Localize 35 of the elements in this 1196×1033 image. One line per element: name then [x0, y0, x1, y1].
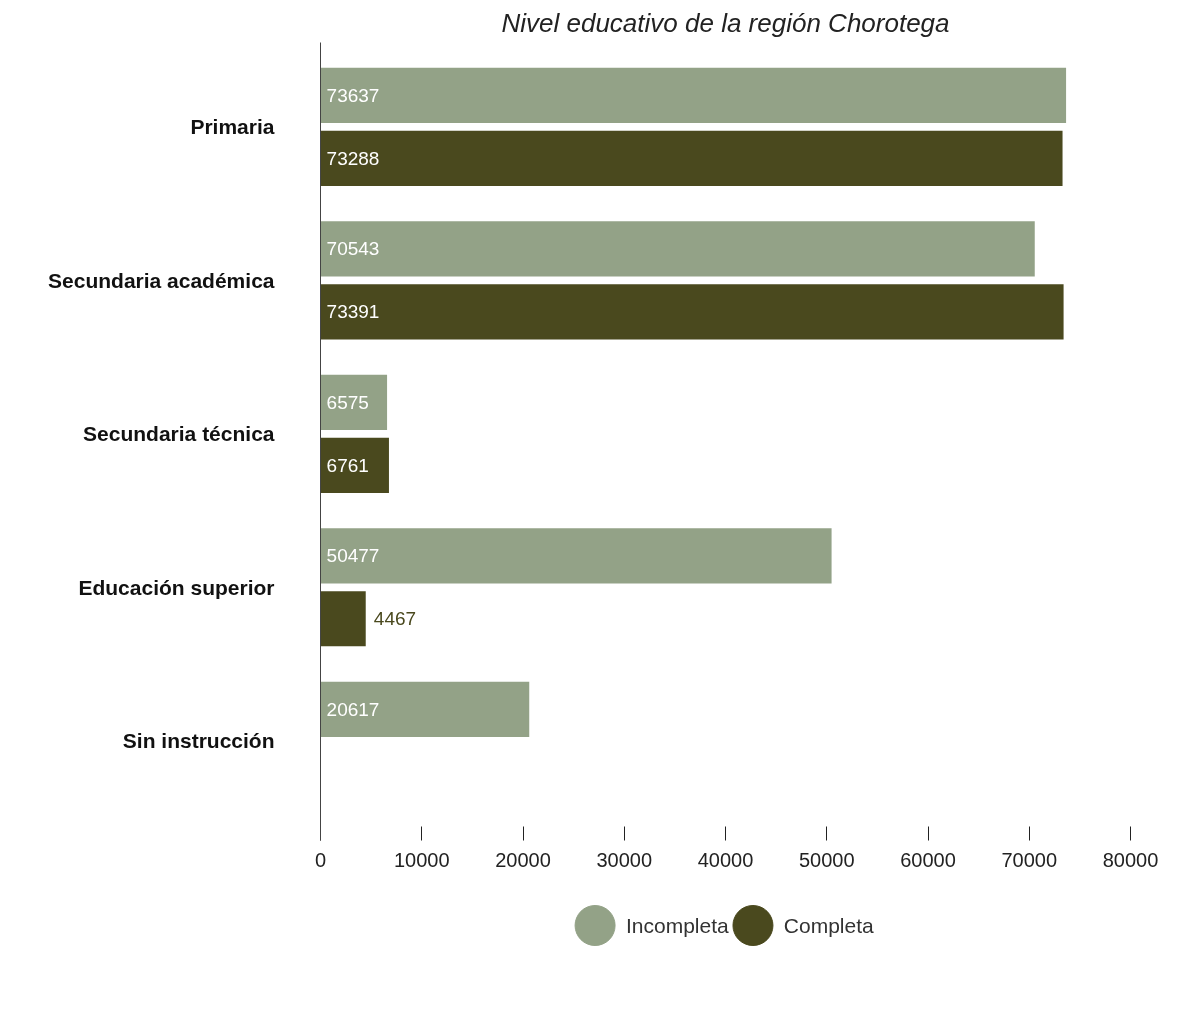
y-tick-label: Sin instrucción — [122, 729, 275, 753]
data-label: 50477 — [326, 545, 380, 567]
legend-label: Incompleta — [625, 914, 730, 937]
x-tick-label: 30000 — [596, 848, 653, 871]
data-label: 6575 — [326, 391, 369, 413]
y-tick-label: Primaria — [190, 115, 275, 139]
x-tick-label: 0 — [314, 848, 327, 871]
chart-title: Nivel educativo de la región Chorotega — [501, 7, 950, 38]
y-tick-label: Secundaria académica — [48, 268, 275, 292]
data-label: 73637 — [326, 84, 380, 106]
bar — [320, 437, 389, 493]
bar — [320, 221, 1035, 277]
x-tick-label: 50000 — [798, 848, 855, 871]
bar — [320, 67, 1067, 124]
data-label: 6761 — [326, 454, 369, 476]
bar — [320, 374, 388, 430]
x-tick-label: 80000 — [1102, 848, 1159, 871]
y-tick-label: Educación superior — [78, 575, 275, 599]
data-label: 73288 — [326, 147, 380, 169]
x-tick-label: 70000 — [1001, 848, 1058, 871]
bar — [320, 284, 1064, 340]
x-tick-label: 10000 — [393, 848, 450, 871]
bar — [320, 681, 530, 737]
legend-label: Completa — [783, 914, 875, 937]
x-tick-label: 60000 — [900, 848, 956, 871]
data-label: 70543 — [326, 238, 380, 260]
bar — [320, 528, 832, 584]
data-label: 73391 — [326, 301, 380, 323]
x-tick-label: 40000 — [697, 848, 754, 871]
x-tick-label: 20000 — [495, 848, 551, 871]
data-label: 20617 — [326, 698, 380, 720]
bar — [320, 130, 1063, 186]
y-tick-label: Secundaria técnica — [83, 422, 275, 446]
bar — [320, 591, 366, 647]
data-label: 4467 — [373, 608, 417, 630]
